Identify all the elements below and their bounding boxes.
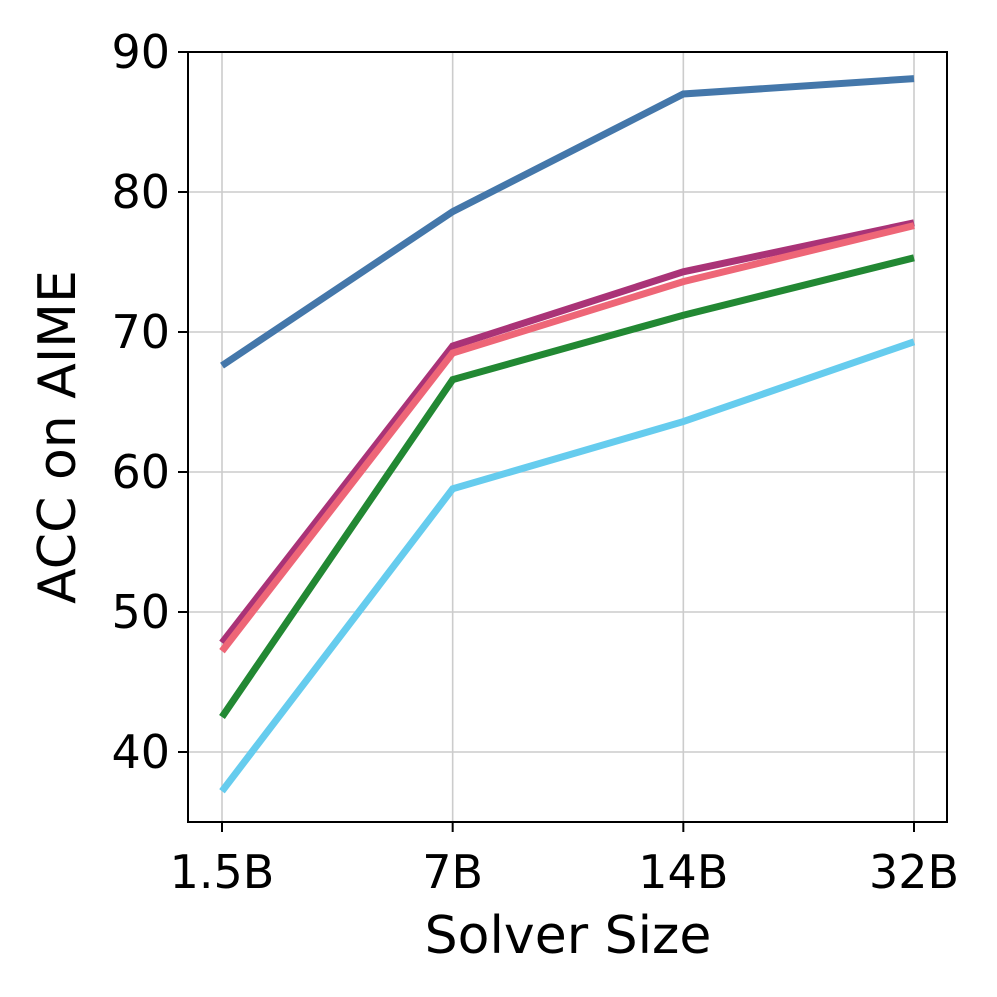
series-line-2: [219, 219, 915, 645]
y-axis-ticks: 40 50 60 70 80 90: [111, 25, 188, 779]
y-tick-label: 90: [111, 25, 170, 79]
series-line-1: [220, 75, 915, 369]
y-tick-label: 60: [111, 445, 170, 499]
x-tick-label: 14B: [638, 845, 728, 899]
series-line-4: [219, 254, 915, 719]
y-tick-label: 40: [111, 725, 170, 779]
x-axis-label: Solver Size: [425, 906, 712, 966]
series-layer: [219, 75, 916, 794]
x-tick-label: 7B: [422, 845, 483, 899]
plot-area-frame: [187, 51, 948, 823]
grid-layer: [188, 51, 947, 822]
x-tick-label: 32B: [869, 845, 959, 899]
y-tick-label: 80: [111, 165, 170, 219]
y-tick-label: 70: [111, 305, 170, 359]
x-axis-ticks: 1.5B 7B 14B 32B: [170, 822, 959, 899]
x-tick-label: 1.5B: [170, 845, 275, 899]
y-tick-label: 50: [111, 585, 170, 639]
y-axis-label: ACC on AIME: [28, 270, 88, 604]
series-line-3: [219, 222, 915, 654]
series-line-5: [219, 338, 916, 794]
